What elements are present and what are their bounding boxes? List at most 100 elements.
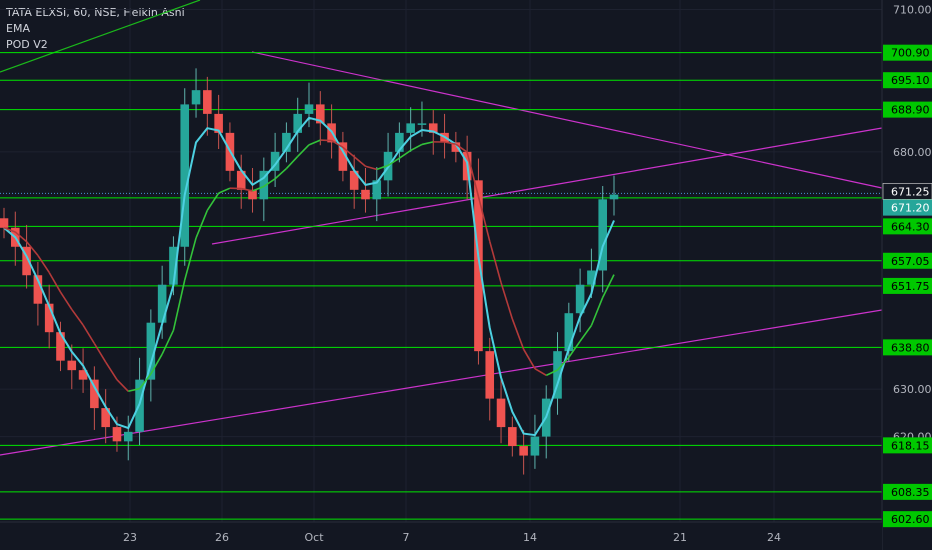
ema-slow-seg-27 [297,144,310,157]
ema-slow-seg-44 [488,241,502,283]
ema-slow-seg-19 [206,192,220,211]
candle-body-21 [236,170,246,190]
candle-body-5 [56,332,65,361]
ema-slow-seg-53 [590,297,604,326]
level-label-7: 638.80 [891,341,930,354]
ema-slow-seg-3 [25,241,39,256]
candle-body-30 [338,142,348,171]
ema-slow-seg-35 [387,157,400,167]
candle-body-17 [191,90,201,105]
price-tick-0: 710.00 [893,3,932,16]
ema-slow-seg-14 [150,353,163,375]
ema-slow-seg-4 [37,254,50,273]
ema-slow-seg-48 [534,368,547,377]
candle-body-14 [157,284,167,323]
ema-slow-seg-9 [93,343,107,363]
candle-body-40 [451,142,461,152]
candle-body-47 [530,436,540,456]
ema-slow-seg-25 [274,167,287,180]
time-tick-1: 26 [215,531,229,544]
level-label-4: 664.30 [891,220,930,233]
ema-slow-seg-32 [353,156,366,167]
ema-slow-seg-17 [183,237,197,281]
price-badge-label-1: 671.20 [891,202,930,215]
time-tick-5: 21 [673,531,687,544]
level-badge-0 [883,44,932,61]
level-label-6: 651.75 [891,280,930,293]
level-label-5: 657.05 [891,255,930,268]
candle-body-8 [90,379,99,409]
candle-body-9 [101,408,110,428]
horizontal-levels [0,52,882,520]
level-badge-4 [883,218,932,235]
indicator-pod: POD V2 [6,38,48,51]
ema-slow-seg-38 [421,141,434,146]
candle-body-51 [575,284,585,314]
ema-slow-seg-8 [82,324,96,344]
ema-slow-seg-6 [59,291,73,310]
ema-slow-seg-45 [500,282,514,320]
level-badge-2 [883,101,932,118]
level-label-9: 608.35 [891,486,930,499]
candle-body-13 [146,322,156,380]
ema-slow-seg-15 [161,329,175,355]
ema-slow-seg-22 [241,187,253,192]
ema-slow-seg-36 [398,149,412,159]
candle-body-45 [508,427,517,447]
price-axis-bg [882,0,932,550]
level-label-2: 688.90 [891,104,930,117]
candle-body-27 [304,104,314,114]
price-axis: 710.00680.00630.00620.00700.90695.10688.… [881,0,932,550]
level-label-0: 700.90 [891,47,930,60]
time-axis-bg [0,522,882,550]
candle-body-53 [598,199,607,271]
ema-slow-seg-28 [308,139,321,146]
level-badge-9 [883,483,932,500]
candle-body-54 [609,194,619,200]
candle-body-49 [553,351,562,399]
time-tick-3: 7 [403,531,410,544]
candle-body-4 [44,303,54,333]
candle-body-36 [406,123,415,133]
indicator-ema: EMA [6,22,30,35]
candle-body-33 [372,180,382,200]
candle-body-11 [123,431,133,442]
price-tick-2: 630.00 [893,383,932,396]
ema-slow-seg-47 [522,348,536,370]
trendline-green [0,0,201,73]
ema-slow-seg-34 [376,164,389,171]
trendline-lower-ascending [0,309,883,456]
ema-slow-seg-30 [331,139,344,149]
ema-slow-seg-13 [138,373,152,390]
candle-body-25 [282,132,291,152]
candle-body-50 [564,313,574,352]
trendline-mid-ascending [211,127,883,245]
candle-body-44 [496,398,506,428]
level-label-10: 602.60 [891,513,930,526]
candle-body-7 [78,370,88,380]
candle-body-3 [33,275,43,304]
ema-slow-seg-5 [48,272,62,293]
level-badge-1 [883,72,932,89]
candle-body-16 [180,104,190,247]
candle-body-31 [349,170,359,190]
candle-body-23 [259,170,269,200]
price-tick-1: 680.00 [893,146,932,159]
trend-lines [0,0,883,456]
ema-slow-seg-16 [172,279,186,331]
candle-body-19 [214,113,223,133]
ema-slow-seg-31 [342,146,355,158]
candle-body-18 [203,90,212,114]
ema-slow-seg-50 [556,356,570,371]
ema-slow-seg-40 [444,141,457,145]
level-badge-7 [883,339,932,356]
candle-body-37 [417,123,427,125]
trendline-upper-descending [251,51,883,189]
time-tick-2: Oct [304,531,324,544]
ema-slow-seg-41 [455,143,468,153]
level-badge-6 [883,277,932,294]
ema-slow-seg-29 [320,139,332,142]
time-tick-0: 23 [123,531,137,544]
ema-fast-line [3,116,615,437]
